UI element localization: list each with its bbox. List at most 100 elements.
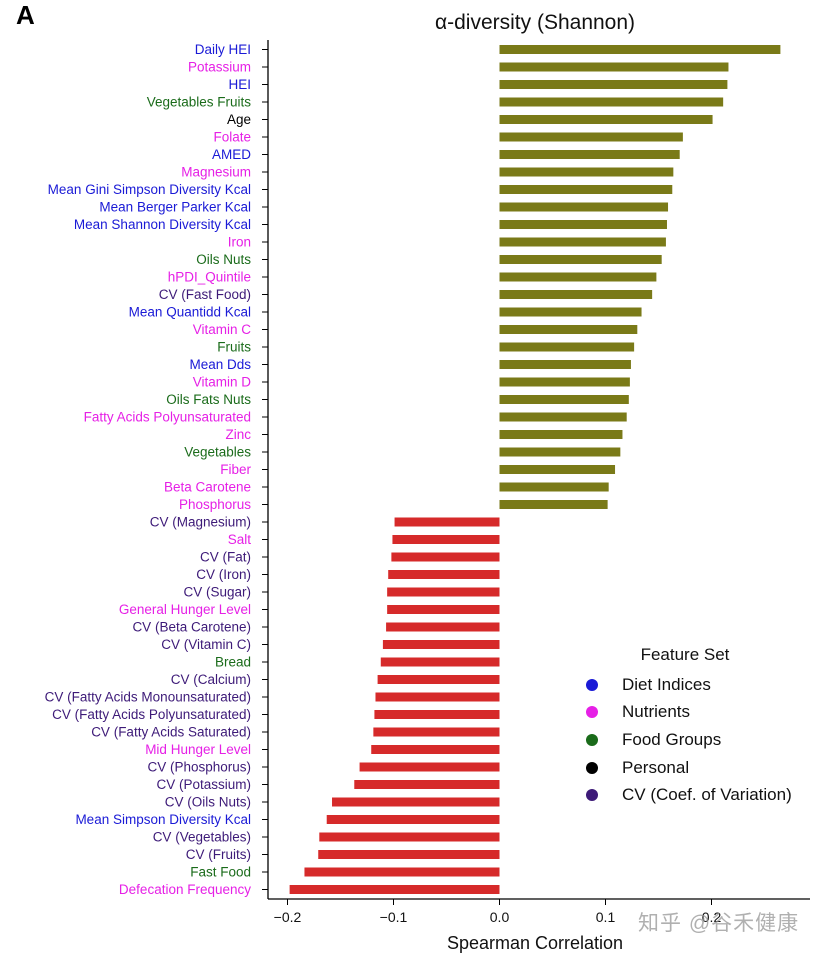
- bar-fiber: [499, 465, 616, 474]
- category-label: Bread: [215, 655, 251, 670]
- bar-cv-fat: [391, 552, 500, 562]
- bar-cv-sugar: [387, 587, 500, 597]
- x-axis-label: Spearman Correlation: [447, 933, 623, 953]
- category-label: CV (Iron): [196, 567, 251, 582]
- bar-fast-food: [304, 867, 500, 877]
- x-tick-label: −0.1: [380, 909, 408, 925]
- bar-defecation-frequency: [289, 885, 500, 894]
- bar-cv-vitamin-c: [382, 640, 500, 649]
- category-label: Magnesium: [181, 165, 251, 180]
- axes: −0.2 −0.1 0.0 0.1 0.2: [262, 40, 810, 925]
- x-tick-label: −0.2: [274, 909, 302, 925]
- bar-cv-magnesium: [394, 517, 500, 527]
- x-tick-label: 0.1: [596, 909, 616, 925]
- category-label: Salt: [228, 532, 252, 547]
- legend-item: Food Groups: [580, 726, 829, 754]
- category-label: Mean Berger Parker Kcal: [99, 200, 251, 215]
- legend-dot-icon: [586, 733, 598, 746]
- category-label: Vitamin D: [193, 375, 252, 390]
- bar-mean-simpson-diversity-kcal: [326, 815, 500, 824]
- bar-age: [499, 115, 713, 124]
- bar-bread: [380, 657, 500, 667]
- legend-title: Feature Set: [640, 645, 730, 664]
- bar-mean-quantidd-kcal: [499, 307, 642, 317]
- bar-cv-beta-carotene: [386, 622, 500, 632]
- category-label: Potassium: [188, 60, 251, 75]
- bar-cv-fatty-acids-polyunsaturated: [374, 710, 500, 719]
- legend-dot-icon: [586, 761, 598, 774]
- bar-cv-fruits: [318, 850, 500, 859]
- bar-cv-fatty-acids-monounsaturated: [375, 692, 500, 702]
- category-label: CV (Calcium): [171, 672, 251, 687]
- bar-cv-iron: [388, 570, 500, 579]
- legend-item: CV (Coef. of Variation): [580, 781, 829, 809]
- bar-mean-gini-simpson-diversity-kcal: [499, 185, 673, 194]
- x-tick-label: 0.0: [490, 909, 510, 925]
- category-label: Defecation Frequency: [119, 882, 251, 897]
- bar-beta-carotene: [499, 482, 609, 492]
- legend-label: Diet Indices: [622, 674, 711, 694]
- bar-magnesium: [499, 167, 674, 177]
- category-label: CV (Fast Food): [159, 287, 251, 302]
- category-label: Fiber: [220, 462, 251, 477]
- bar-amed: [499, 150, 680, 159]
- bar-mean-dds: [499, 360, 631, 369]
- panel-label: A: [16, 0, 35, 30]
- watermark: 知乎 @谷禾健康: [638, 912, 800, 935]
- bar-cv-phosphorus: [359, 762, 500, 772]
- bar-iron: [499, 237, 666, 247]
- bar-potassium: [499, 62, 729, 72]
- category-label: Iron: [228, 235, 251, 250]
- category-label: Mean Gini Simpson Diversity Kcal: [48, 182, 251, 197]
- bar-salt: [392, 535, 500, 544]
- legend-item: Diet Indices: [580, 671, 829, 699]
- category-label: General Hunger Level: [119, 602, 251, 617]
- bars-layer: [289, 45, 781, 894]
- bar-cv-oils-nuts: [332, 797, 500, 807]
- category-label: HEI: [228, 77, 251, 92]
- legend-dot-icon: [586, 789, 598, 802]
- bar-fruits: [499, 342, 635, 352]
- category-label: CV (Vegetables): [153, 830, 251, 845]
- category-label: CV (Fatty Acids Polyunsaturated): [52, 707, 251, 722]
- bar-folate: [499, 132, 683, 142]
- bar-cv-calcium: [377, 675, 500, 684]
- bar-vitamin-c: [499, 325, 638, 334]
- bar-phosphorus: [499, 500, 608, 509]
- bar-mean-shannon-diversity-kcal: [499, 220, 667, 229]
- category-label: CV (Phosphorus): [147, 760, 251, 775]
- bar-zinc: [499, 430, 623, 439]
- bar-oils-fats-nuts: [499, 395, 629, 404]
- category-label: CV (Beta Carotene): [132, 620, 251, 635]
- category-label: CV (Oils Nuts): [165, 795, 251, 810]
- category-labels: Daily HEI Potassium HEI Vegetables Fruits Ag…: [45, 42, 252, 897]
- category-label: Beta Carotene: [164, 480, 251, 495]
- category-label: Zinc: [225, 427, 251, 442]
- category-label: Fruits: [217, 340, 251, 355]
- category-label: CV (Vitamin C): [161, 637, 251, 652]
- category-label: Vitamin C: [193, 322, 252, 337]
- category-label: Vegetables: [184, 445, 251, 460]
- legend-items: Diet Indices Nutrients Food Groups Personal…: [580, 671, 829, 809]
- category-label: CV (Potassium): [156, 777, 251, 792]
- category-label: Fast Food: [190, 865, 251, 880]
- bar-fatty-acids-polyunsaturated: [499, 412, 627, 422]
- bar-mid-hunger-level: [371, 745, 500, 754]
- category-label: Daily HEI: [195, 42, 251, 57]
- chart-title: α-diversity (Shannon): [435, 11, 635, 34]
- bar-cv-vegetables: [319, 832, 500, 842]
- category-label: Phosphorus: [179, 497, 251, 512]
- bar-hei: [499, 80, 728, 89]
- bar-cv-fatty-acids-saturated: [373, 727, 500, 737]
- category-label: Oils Fats Nuts: [166, 392, 251, 407]
- legend-dot-icon: [586, 678, 598, 691]
- category-label: Mean Shannon Diversity Kcal: [74, 217, 251, 232]
- bar-vitamin-d: [499, 377, 630, 387]
- category-label: CV (Fruits): [186, 847, 251, 862]
- category-label: CV (Fatty Acids Saturated): [91, 725, 251, 740]
- category-label: AMED: [212, 147, 251, 162]
- legend-item: Nutrients: [580, 699, 829, 727]
- bar-general-hunger-level: [387, 605, 500, 614]
- bar-mean-berger-parker-kcal: [499, 202, 669, 212]
- category-label: Mean Quantidd Kcal: [129, 305, 251, 320]
